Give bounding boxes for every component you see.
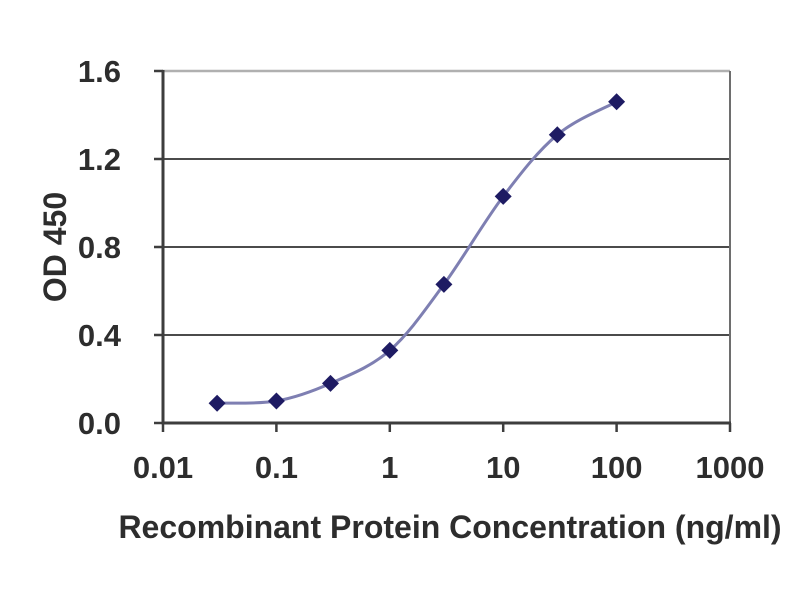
plot-generated-layer: 0.0 0.4 0.8 1.2 1.6 0.01 0.1 1 10 100 1000: [78, 54, 765, 485]
data-point: [322, 374, 340, 392]
y-tick-label: 0.0: [78, 406, 121, 441]
series-line: [215, 100, 619, 405]
y-tick-label: 1.2: [78, 142, 121, 177]
y-axis-title: OD 450: [37, 192, 73, 302]
x-tick-label: 0.01: [133, 450, 193, 485]
data-point: [435, 275, 453, 293]
data-point: [608, 93, 626, 111]
y-tick-label: 0.4: [78, 318, 122, 353]
data-point: [208, 394, 226, 412]
y-tick-label: 1.6: [78, 54, 121, 89]
x-tick-label: 100: [591, 450, 643, 485]
data-point: [494, 187, 512, 205]
y-tick-label: 0.8: [78, 230, 121, 265]
x-tick-label: 1: [381, 450, 398, 485]
x-tick-label: 1000: [696, 450, 765, 485]
x-axis-title: Recombinant Protein Concentration (ng/ml…: [118, 509, 781, 545]
data-point: [267, 392, 285, 410]
data-point: [548, 126, 566, 144]
x-tick-label: 10: [486, 450, 520, 485]
x-tick-label: 0.1: [255, 450, 298, 485]
data-point: [381, 341, 399, 359]
